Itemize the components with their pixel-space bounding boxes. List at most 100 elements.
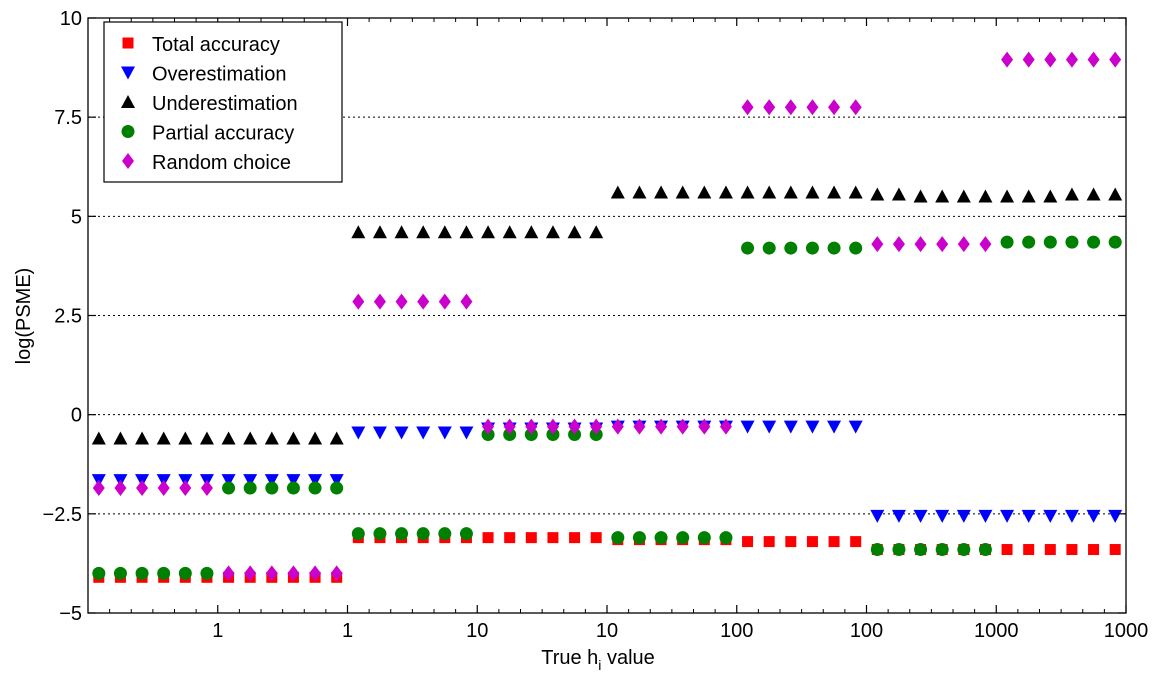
x-tick-label: 1000 xyxy=(1104,620,1149,642)
data-point xyxy=(459,527,473,541)
data-point xyxy=(1086,187,1101,201)
legend-marker xyxy=(122,153,134,169)
data-points xyxy=(91,51,1123,583)
data-point xyxy=(870,509,885,523)
data-point xyxy=(783,420,798,434)
data-point xyxy=(676,531,690,545)
data-point xyxy=(1087,51,1100,68)
data-point xyxy=(675,185,690,199)
data-point xyxy=(113,431,128,445)
data-point xyxy=(1001,544,1013,556)
data-point xyxy=(783,185,798,199)
data-point xyxy=(567,225,582,239)
data-point xyxy=(547,532,559,544)
data-point xyxy=(632,531,646,545)
data-point xyxy=(848,185,863,199)
data-point xyxy=(372,225,387,239)
data-point xyxy=(502,225,517,239)
x-tick-label: 1 xyxy=(342,620,353,642)
data-point xyxy=(654,531,668,545)
data-point xyxy=(503,418,516,435)
data-point xyxy=(611,531,625,545)
data-point xyxy=(459,426,474,440)
data-point xyxy=(828,536,840,548)
data-point xyxy=(978,509,993,523)
data-point xyxy=(762,420,777,434)
data-point xyxy=(741,99,754,116)
data-point xyxy=(741,241,755,255)
data-point xyxy=(718,185,733,199)
x-axis-label: True hi value xyxy=(541,647,655,673)
data-point xyxy=(157,480,170,497)
data-point xyxy=(805,185,820,199)
data-point xyxy=(482,532,494,544)
data-point xyxy=(719,418,732,435)
legend-box xyxy=(103,21,343,183)
data-point xyxy=(1109,51,1122,68)
data-point xyxy=(394,225,409,239)
y-tick-label: 0 xyxy=(71,405,82,427)
axis-ticks xyxy=(88,17,1127,614)
legend-marker xyxy=(121,66,135,80)
data-point xyxy=(309,565,322,582)
data-point xyxy=(265,481,279,495)
data-point xyxy=(546,418,559,435)
data-point xyxy=(221,474,236,488)
data-point xyxy=(351,426,366,440)
data-point xyxy=(913,189,928,203)
data-point xyxy=(697,531,711,545)
legend-label: Underestimation xyxy=(152,93,298,115)
data-point xyxy=(395,527,409,541)
data-point xyxy=(806,536,818,548)
data-point xyxy=(1000,189,1015,203)
data-point xyxy=(92,566,106,580)
data-point xyxy=(373,527,387,541)
data-point xyxy=(892,543,906,557)
data-point xyxy=(416,527,430,541)
data-point xyxy=(569,532,581,544)
data-point xyxy=(935,509,950,523)
data-point xyxy=(654,185,669,199)
data-point xyxy=(244,565,257,582)
legend-marker xyxy=(121,95,135,108)
data-point xyxy=(1065,235,1079,249)
data-point xyxy=(243,481,257,495)
data-point xyxy=(438,527,452,541)
data-point xyxy=(870,187,885,201)
data-point xyxy=(632,185,647,199)
data-point xyxy=(1108,509,1123,523)
data-point xyxy=(525,532,537,544)
x-tick-label: 10 xyxy=(596,620,618,642)
data-point xyxy=(114,480,127,497)
data-point xyxy=(1044,51,1057,68)
data-point xyxy=(1108,235,1122,249)
x-tick-label: 10 xyxy=(466,620,488,642)
data-point xyxy=(417,293,430,310)
x-tick-label: 100 xyxy=(720,620,753,642)
data-point xyxy=(568,418,581,435)
data-point xyxy=(936,236,949,253)
x-axis-label-prefix: True h xyxy=(541,647,598,669)
data-point xyxy=(264,431,279,445)
data-point xyxy=(914,236,927,253)
data-point xyxy=(914,543,928,557)
data-point xyxy=(1065,51,1078,68)
data-point xyxy=(1108,187,1123,201)
x-axis-label-suffix: value xyxy=(601,647,654,669)
data-point xyxy=(978,189,993,203)
data-point xyxy=(178,566,192,580)
legend-label: Total accuracy xyxy=(152,34,280,56)
data-point xyxy=(1023,544,1035,556)
data-point xyxy=(221,431,236,445)
data-point xyxy=(482,418,495,435)
data-point xyxy=(373,293,386,310)
data-point xyxy=(763,536,775,548)
data-point xyxy=(113,566,127,580)
data-point xyxy=(308,431,323,445)
data-point xyxy=(676,418,689,435)
data-point xyxy=(135,431,150,445)
data-point xyxy=(1000,509,1015,523)
data-point xyxy=(504,532,516,544)
data-point xyxy=(437,225,452,239)
